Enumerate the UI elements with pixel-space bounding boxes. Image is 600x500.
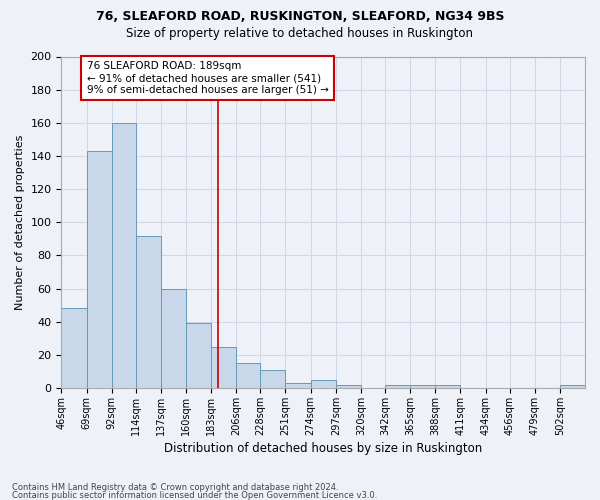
- Text: 76, SLEAFORD ROAD, RUSKINGTON, SLEAFORD, NG34 9BS: 76, SLEAFORD ROAD, RUSKINGTON, SLEAFORD,…: [96, 10, 504, 23]
- Bar: [61, 308, 86, 388]
- Bar: [385, 384, 410, 388]
- Bar: [161, 288, 186, 388]
- Text: 76 SLEAFORD ROAD: 189sqm
← 91% of detached houses are smaller (541)
9% of semi-d: 76 SLEAFORD ROAD: 189sqm ← 91% of detach…: [86, 62, 328, 94]
- Bar: [410, 384, 435, 388]
- Bar: [260, 370, 286, 388]
- Bar: [136, 236, 161, 388]
- Y-axis label: Number of detached properties: Number of detached properties: [15, 134, 25, 310]
- Bar: [336, 384, 361, 388]
- Bar: [211, 346, 236, 388]
- X-axis label: Distribution of detached houses by size in Ruskington: Distribution of detached houses by size …: [164, 442, 482, 455]
- Bar: [311, 380, 336, 388]
- Bar: [236, 363, 260, 388]
- Bar: [112, 123, 136, 388]
- Bar: [560, 384, 585, 388]
- Bar: [186, 324, 211, 388]
- Text: Contains HM Land Registry data © Crown copyright and database right 2024.: Contains HM Land Registry data © Crown c…: [12, 484, 338, 492]
- Text: Size of property relative to detached houses in Ruskington: Size of property relative to detached ho…: [127, 28, 473, 40]
- Text: Contains public sector information licensed under the Open Government Licence v3: Contains public sector information licen…: [12, 490, 377, 500]
- Bar: [435, 384, 460, 388]
- Bar: [86, 151, 112, 388]
- Bar: [286, 383, 311, 388]
